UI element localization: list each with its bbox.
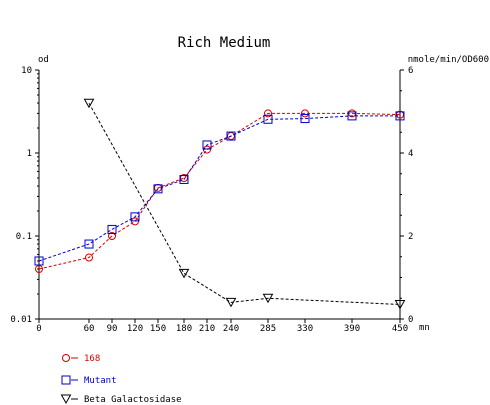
data-point xyxy=(347,111,357,121)
data-point xyxy=(225,297,237,308)
y-left-tick-label: 0.01 xyxy=(10,315,32,325)
y-right-tick-label: 4 xyxy=(408,149,413,159)
series-1 xyxy=(34,111,405,266)
legend-marker xyxy=(62,354,70,362)
data-point xyxy=(35,265,43,274)
data-point xyxy=(83,98,95,109)
legend-label: 168 xyxy=(84,354,100,364)
x-tick-label: 60 xyxy=(84,324,95,334)
data-point xyxy=(153,184,163,194)
y-left-tick-label: 10 xyxy=(21,66,32,76)
legend-marker xyxy=(60,394,72,405)
legend-label: Beta Galactosidase xyxy=(84,395,182,405)
y-right-tick-label: 2 xyxy=(408,232,413,242)
x-tick-label: 180 xyxy=(176,324,192,334)
legend-item: 168 xyxy=(62,354,100,364)
chart-title: Rich Medium xyxy=(178,35,271,51)
x-tick-label: 120 xyxy=(127,324,143,334)
y-right-ticks: 6 4 2 0 xyxy=(400,66,413,325)
data-point xyxy=(395,111,405,121)
x-tick-label: 330 xyxy=(297,324,313,334)
series-2 xyxy=(83,98,406,310)
y-left-ticks: 10 1 0.1 0.01 xyxy=(10,66,39,325)
x-ticks: 0 60 90 120 150 180 210 240 285 330 390 450 xyxy=(36,319,408,334)
x-tick-label: 240 xyxy=(223,324,239,334)
legend-marker xyxy=(61,375,71,385)
x-axis-unit-label: mn xyxy=(419,323,430,333)
data-point xyxy=(300,114,310,124)
legend: 168 Mutant Beta Galactosidase xyxy=(60,354,182,405)
data-point xyxy=(179,174,189,184)
x-tick-label: 0 xyxy=(36,324,41,334)
data-point xyxy=(108,232,116,240)
y-right-tick-label: 6 xyxy=(408,66,413,76)
data-point xyxy=(131,217,139,226)
y-left-tick-label: 1 xyxy=(27,149,32,159)
series-line xyxy=(38,115,400,262)
x-tick-label: 150 xyxy=(150,324,166,334)
data-point xyxy=(264,109,272,118)
series-line xyxy=(88,102,401,305)
data-point xyxy=(107,224,117,234)
data-point xyxy=(178,268,190,279)
x-tick-label: 285 xyxy=(260,324,276,334)
legend-item: Beta Galactosidase xyxy=(60,394,182,405)
series-layer xyxy=(34,98,406,310)
y-left-tick-label: 0.1 xyxy=(16,232,32,242)
y-right-tick-label: 0 xyxy=(408,315,413,325)
x-tick-label: 450 xyxy=(392,324,408,334)
data-point xyxy=(262,293,274,304)
data-point xyxy=(394,299,406,310)
x-tick-label: 390 xyxy=(344,324,360,334)
y-left-axis-label: od xyxy=(38,55,49,65)
data-point xyxy=(202,140,212,150)
series-line xyxy=(38,112,401,270)
data-point xyxy=(84,239,94,249)
y-right-axis-label: nmole/min/OD600 xyxy=(408,55,489,65)
data-point xyxy=(263,114,273,124)
legend-item: Mutant xyxy=(61,375,117,386)
data-point xyxy=(226,131,236,141)
x-tick-label: 210 xyxy=(199,324,215,334)
x-tick-label: 90 xyxy=(107,324,118,334)
legend-label: Mutant xyxy=(84,376,117,386)
data-point xyxy=(130,212,140,222)
data-point xyxy=(301,109,309,118)
data-point xyxy=(34,256,44,266)
data-point xyxy=(85,253,93,262)
